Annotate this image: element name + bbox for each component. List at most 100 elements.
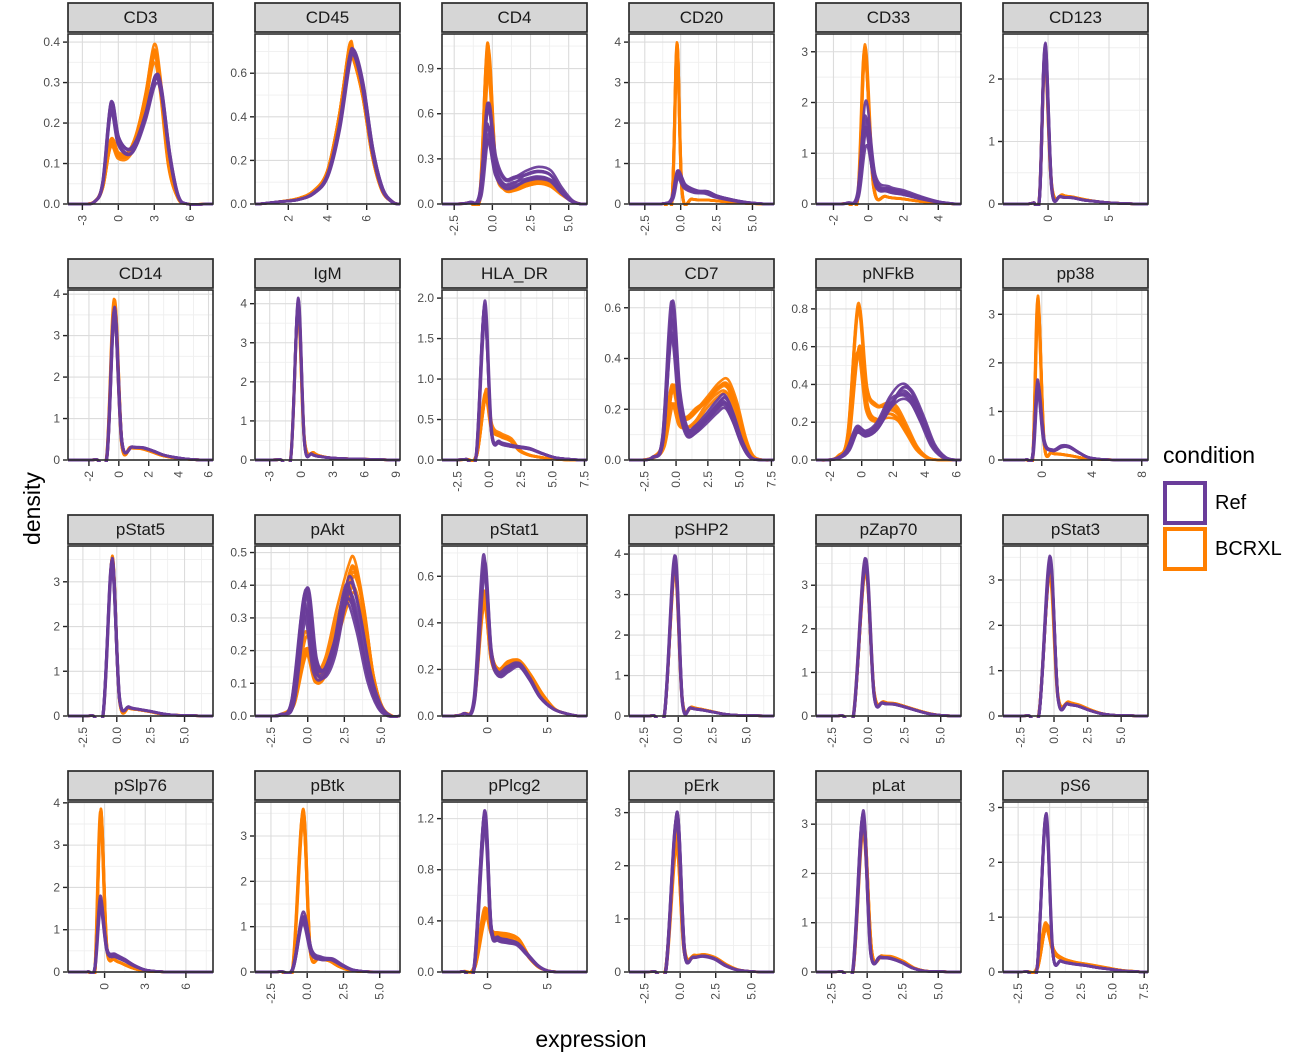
y-tick-label: 0.8 [791, 302, 808, 316]
density-curve-Ref [442, 101, 587, 206]
x-tick-label: 6 [360, 215, 374, 222]
facet-panel-pSlp76: 0 1 2 3 4 0 3 6 pSlp76 [53, 770, 214, 990]
y-tick-label: 0.4 [791, 377, 808, 391]
x-tick-label: 0.0 [674, 215, 688, 232]
x-tick-label: 0 [98, 983, 112, 990]
x-tick-label: 0 [481, 727, 495, 734]
facet-title: pp38 [1057, 264, 1095, 283]
facet-strip [1002, 2, 1149, 33]
x-tick-label: 2.5 [701, 471, 715, 488]
y-tick-label: 0.2 [604, 402, 621, 416]
facet-title: pErk [684, 776, 719, 795]
density-curve-Ref [442, 553, 587, 718]
facet-panel-CD4: 0.0 0.3 0.6 0.9 -2.5 0.0 2.5 5.0 CD4 [417, 2, 588, 236]
facet-strip [1002, 514, 1149, 545]
y-tick-label: 3 [988, 573, 995, 587]
facet-title: CD4 [497, 8, 531, 27]
facet-panel-pZap70: 0 1 2 3 -2.5 0.0 2.5 5.0 pZap70 [801, 514, 962, 748]
x-tick-label: 6 [183, 215, 197, 222]
y-tick-label: 1 [988, 664, 995, 678]
facet-title: pSlp76 [114, 776, 167, 795]
panel-border [1002, 289, 1149, 461]
x-tick-label: 5.0 [562, 215, 576, 232]
x-tick-label: 2.5 [524, 215, 538, 232]
y-tick-label: 0.6 [417, 107, 434, 121]
y-tick-label: 1 [801, 665, 808, 679]
x-tick-label: 0 [855, 471, 869, 478]
plot-background [1003, 546, 1148, 716]
y-tick-label: 0 [240, 453, 247, 467]
plot-background [629, 546, 774, 716]
facet-strip [67, 770, 214, 801]
y-tick-label: 0.1 [43, 157, 60, 171]
facet-panel-CD123: 0 1 2 0 5 CD123 [988, 2, 1149, 222]
facet-title: pAkt [310, 520, 344, 539]
facet-strip [815, 514, 962, 545]
x-tick-label: -3 [75, 215, 89, 226]
y-tick-label: 0.5 [417, 413, 434, 427]
x-tick-label: -2.5 [76, 727, 90, 748]
x-tick-label: 2.5 [144, 727, 158, 744]
facet-strip [254, 514, 401, 545]
plot-background [629, 802, 774, 972]
plot-background [255, 802, 400, 972]
facet-title: pStat3 [1051, 520, 1100, 539]
y-tick-label: 1 [53, 412, 60, 426]
x-tick-label: 0.0 [110, 727, 124, 744]
legend-item-bcrxl: BCRXL [1163, 527, 1297, 571]
x-tick-label: 2 [281, 215, 295, 222]
curves-layer [442, 553, 587, 718]
y-tick-label: 1 [240, 920, 247, 934]
x-tick-label: 6 [949, 471, 963, 478]
density-curve-Ref [816, 393, 961, 462]
x-tick-label: 0 [1041, 215, 1055, 222]
y-tick-label: 0 [53, 965, 60, 979]
facet-strip [441, 258, 588, 289]
panel-border [1002, 33, 1149, 205]
facet-strip [254, 2, 401, 33]
y-tick-label: 0.1 [230, 676, 247, 690]
y-tick-label: 0.2 [43, 116, 60, 130]
x-tick-label: 4 [931, 215, 945, 222]
y-tick-label: 3 [801, 578, 808, 592]
y-tick-label: 0 [53, 709, 60, 723]
x-tick-label: 6 [179, 983, 193, 990]
x-tick-label: 5 [540, 983, 554, 990]
legend-title: condition [1163, 442, 1256, 468]
facet-title: CD45 [306, 8, 349, 27]
x-tick-label: 5.0 [1106, 983, 1120, 1000]
y-tick-label: 4 [53, 796, 60, 810]
x-tick-label: -2 [826, 215, 840, 226]
y-tick-label: 3 [801, 817, 808, 831]
x-axis-title: expression [535, 1026, 647, 1052]
curves-layer [816, 43, 961, 206]
y-tick-label: 2 [988, 855, 995, 869]
y-tick-label: 0 [614, 965, 621, 979]
facet-title: pS6 [1060, 776, 1090, 795]
y-tick-label: 1 [988, 135, 995, 149]
x-tick-label: -2.5 [638, 215, 652, 236]
x-tick-label: 5 [540, 727, 554, 734]
facet-panel-CD45: 0.0 0.2 0.4 0.6 2 4 6 CD45 [230, 2, 401, 222]
x-tick-label: 2 [886, 471, 900, 478]
y-tick-label: 3 [240, 829, 247, 843]
y-tick-label: 1.2 [417, 812, 434, 826]
y-tick-label: 2 [801, 96, 808, 110]
x-tick-label: 0.0 [671, 727, 685, 744]
x-tick-label: 0 [481, 983, 495, 990]
y-tick-label: 1 [988, 910, 995, 924]
plot-background [816, 34, 961, 204]
y-tick-label: 0 [53, 453, 60, 467]
x-tick-label: -2.5 [450, 471, 464, 492]
facet-strip [628, 514, 775, 545]
x-tick-label: 0.0 [1047, 727, 1061, 744]
x-tick-label: 5.0 [934, 727, 948, 744]
y-tick-label: 0.2 [417, 662, 434, 676]
panel-border [441, 33, 588, 205]
y-tick-label: 2 [240, 874, 247, 888]
density-curve-Ref [442, 299, 587, 462]
y-tick-label: 2 [801, 866, 808, 880]
x-tick-label: 4 [1085, 471, 1099, 478]
x-tick-label: 0.0 [673, 983, 687, 1000]
x-tick-label: 2.5 [709, 983, 723, 1000]
